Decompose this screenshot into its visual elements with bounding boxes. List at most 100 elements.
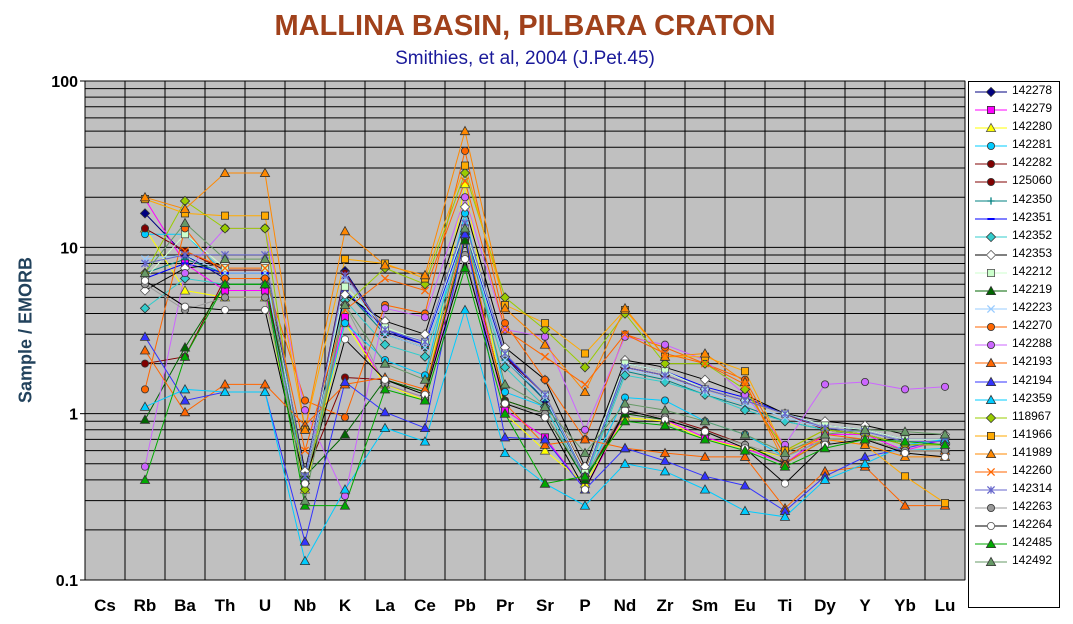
legend-label: 142270 — [1012, 318, 1053, 333]
legend-marker — [986, 522, 995, 531]
legend-marker — [986, 178, 995, 187]
data-point-142485 — [139, 474, 151, 484]
chart-subtitle: Smithies, et al, 2004 (J.Pet.45) — [395, 48, 655, 69]
data-point-142359 — [299, 555, 311, 566]
data-point-141989 — [579, 386, 591, 396]
y-axis-ticks: 0.1 1 10 100 — [51, 74, 85, 590]
legend-swatch — [975, 196, 1007, 205]
data-point-142485 — [299, 500, 311, 510]
legend-marker — [985, 394, 997, 404]
legend-item-142282: 142282 — [969, 154, 1059, 172]
x-tick-label: Sr — [536, 596, 554, 615]
legend-label: 142281 — [1012, 137, 1053, 152]
data-point-142359 — [459, 304, 471, 314]
legend-marker — [985, 538, 997, 549]
data-point-142194 — [659, 455, 671, 465]
x-tick-label: Th — [215, 596, 236, 615]
data-point-142270 — [460, 146, 469, 155]
series-markers — [139, 125, 951, 566]
legend-label: 142194 — [1012, 372, 1053, 387]
data-point-141966 — [581, 349, 590, 358]
legend-marker — [986, 305, 996, 314]
data-point-142353 — [339, 289, 351, 300]
x-tick-label: Nd — [614, 596, 637, 615]
data-point-142281 — [340, 319, 349, 328]
data-point-142193 — [579, 434, 591, 444]
data-point-142492 — [299, 495, 311, 505]
legend-swatch — [975, 448, 1007, 458]
data-point-142314 — [140, 259, 150, 268]
data-point-142492 — [739, 429, 751, 439]
data-point-142485 — [579, 470, 591, 481]
data-point-142314 — [620, 363, 630, 372]
data-point-142492 — [899, 426, 911, 436]
legend-label: 142288 — [1012, 336, 1053, 351]
data-point-142314 — [500, 349, 510, 358]
data-point-141989 — [259, 167, 271, 177]
series-line-142260 — [184, 179, 945, 458]
data-point-142485 — [939, 439, 951, 449]
legend-label: 141966 — [1012, 426, 1053, 441]
data-point-142359 — [819, 474, 831, 484]
data-point-141966 — [340, 255, 349, 264]
data-point-142194 — [459, 228, 471, 239]
data-point-142359 — [699, 484, 711, 494]
legend-swatch — [975, 231, 1007, 242]
legend-marker — [986, 341, 995, 350]
data-point-142485 — [379, 383, 391, 394]
data-point-141966 — [941, 499, 950, 508]
data-point-142263 — [220, 293, 229, 302]
data-point-142260 — [500, 325, 510, 334]
data-point-142485 — [619, 415, 631, 426]
x-tick-label: La — [375, 596, 395, 615]
legend-item-142352: 142352 — [969, 227, 1059, 245]
data-point-142270 — [340, 413, 349, 422]
grid-lines — [84, 80, 966, 581]
data-point-142260 — [700, 359, 710, 368]
legend-marker — [985, 122, 997, 133]
data-point-118967 — [459, 167, 471, 179]
data-point-142260 — [460, 177, 470, 186]
data-point-141989 — [339, 225, 351, 236]
data-point-142492 — [459, 222, 471, 233]
x-tick-label: Nb — [294, 596, 317, 615]
data-point-142219 — [139, 414, 151, 424]
legend-item-142314: 142314 — [969, 480, 1059, 498]
legend-item-142351: 142351 — [969, 209, 1059, 227]
data-point-142485 — [499, 408, 511, 418]
data-point-142314 — [700, 385, 710, 394]
x-tick-label: Cs — [94, 596, 116, 615]
legend-swatch — [975, 394, 1007, 404]
data-point-142264 — [260, 305, 269, 314]
data-point-142264 — [340, 335, 349, 344]
data-point-142288 — [140, 462, 149, 471]
data-point-142288 — [581, 425, 590, 434]
data-point-142359 — [419, 436, 431, 446]
data-point-142492 — [499, 378, 511, 389]
data-point-142352 — [499, 362, 511, 373]
legend-swatch — [975, 538, 1007, 549]
data-point-142270 — [140, 385, 149, 394]
legend-swatch — [975, 268, 1007, 277]
data-point-142485 — [859, 434, 871, 444]
data-point-142194 — [419, 422, 431, 433]
data-point-142280 — [539, 445, 551, 455]
data-point-142359 — [379, 422, 391, 433]
data-point-141966 — [260, 211, 269, 220]
data-point-142492 — [779, 447, 791, 458]
data-point-142314 — [660, 371, 670, 380]
data-point-142260 — [220, 264, 230, 273]
data-point-141989 — [859, 439, 871, 449]
data-point-141989 — [459, 125, 471, 136]
data-point-142353 — [699, 374, 711, 385]
data-point-142314 — [300, 472, 310, 481]
legend-label: 118967 — [1012, 408, 1052, 423]
data-point-142260 — [620, 330, 630, 339]
data-point-142219 — [459, 235, 471, 245]
data-point-118967 — [219, 223, 231, 234]
data-point-125060 — [140, 359, 149, 368]
legend-marker — [985, 557, 997, 567]
data-point-142193 — [179, 406, 191, 417]
data-point-142270 — [541, 375, 550, 384]
legend-item-118967: 118967 — [969, 408, 1059, 426]
